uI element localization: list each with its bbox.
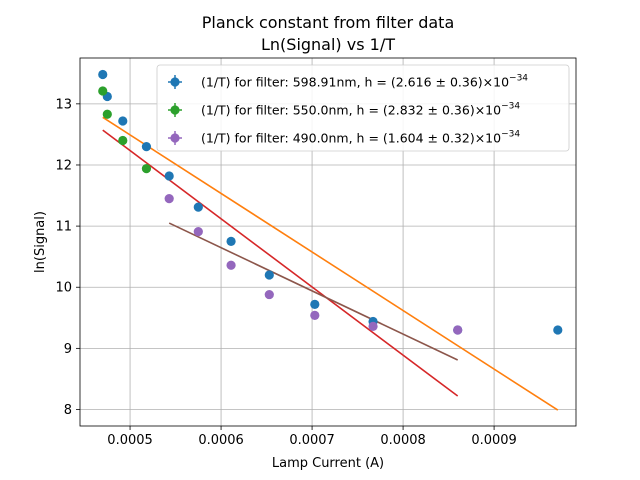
- fit-line-series-2: [102, 129, 459, 397]
- data-point-series-1: [193, 202, 203, 212]
- x-axis-label: Lamp Current (A): [272, 456, 384, 471]
- data-point-series-3: [453, 325, 463, 335]
- legend-marker: [170, 105, 180, 115]
- y-tick-label: 10: [55, 281, 72, 296]
- legend-item-series-2: (1/T) for filter: 550.0nm, h = (2.832 ± …: [168, 102, 520, 118]
- data-point-series-1: [226, 236, 236, 246]
- y-tick-label: 13: [55, 97, 72, 112]
- x-tick-label: 0.0005: [107, 433, 153, 448]
- legend-marker: [170, 133, 180, 143]
- legend-box: [156, 64, 570, 152]
- legend-label: (1/T) for filter: 490.0nm, h = (1.604 ± …: [201, 130, 520, 146]
- data-point-series-2: [102, 109, 112, 119]
- data-point-series-3: [310, 310, 320, 320]
- x-ticks: 0.0005 0.0006 0.0007 0.0008 0.0009: [107, 426, 517, 448]
- data-points: [98, 69, 563, 335]
- legend-marker: [170, 77, 180, 87]
- data-point-series-2: [118, 135, 128, 146]
- y-ticks: 8 9 10 11 12 13: [55, 97, 80, 418]
- legend-label: (1/T) for filter: 550.0nm, h = (2.832 ± …: [201, 102, 520, 118]
- y-tick-label: 12: [55, 158, 72, 173]
- y-tick-label: 8: [64, 403, 72, 418]
- legend: (1/T) for filter: 598.91nm, h = (2.616 ±…: [156, 64, 570, 152]
- data-point-series-2: [98, 86, 108, 96]
- data-point-series-1: [118, 116, 128, 126]
- x-tick-label: 0.0008: [380, 433, 426, 448]
- y-tick-label: 9: [64, 342, 72, 357]
- x-tick-label: 0.0006: [198, 433, 244, 448]
- chart-title-line2: Ln(Signal) vs 1/T: [261, 35, 395, 54]
- data-point-series-1: [141, 142, 152, 152]
- data-point-series-1: [98, 69, 108, 80]
- legend-item-series-3: (1/T) for filter: 490.0nm, h = (1.604 ± …: [168, 130, 520, 146]
- fit-lines: [102, 116, 559, 411]
- chart-title-line1: Planck constant from filter data: [202, 13, 455, 32]
- data-point-series-3: [226, 260, 236, 270]
- fit-line-series-3: [168, 222, 459, 361]
- data-point-series-1: [164, 171, 174, 181]
- y-tick-label: 11: [55, 220, 72, 235]
- plot-area-frame: [79, 57, 577, 427]
- x-tick-label: 0.0007: [289, 433, 335, 448]
- y-axis-label: ln(Signal): [33, 211, 48, 273]
- x-tick-label: 0.0009: [471, 433, 517, 448]
- data-point-series-1: [310, 299, 320, 309]
- legend-label: (1/T) for filter: 598.91nm, h = (2.616 ±…: [201, 74, 528, 90]
- data-point-series-3: [368, 321, 378, 331]
- data-point-series-3: [193, 227, 203, 237]
- data-point-series-1: [264, 270, 274, 280]
- data-point-series-3: [264, 289, 274, 300]
- data-point-series-3: [164, 193, 174, 204]
- data-point-series-2: [141, 164, 152, 174]
- data-point-series-1: [553, 325, 563, 335]
- legend-item-series-1: (1/T) for filter: 598.91nm, h = (2.616 ±…: [168, 74, 528, 90]
- fit-line-series-1: [102, 116, 559, 411]
